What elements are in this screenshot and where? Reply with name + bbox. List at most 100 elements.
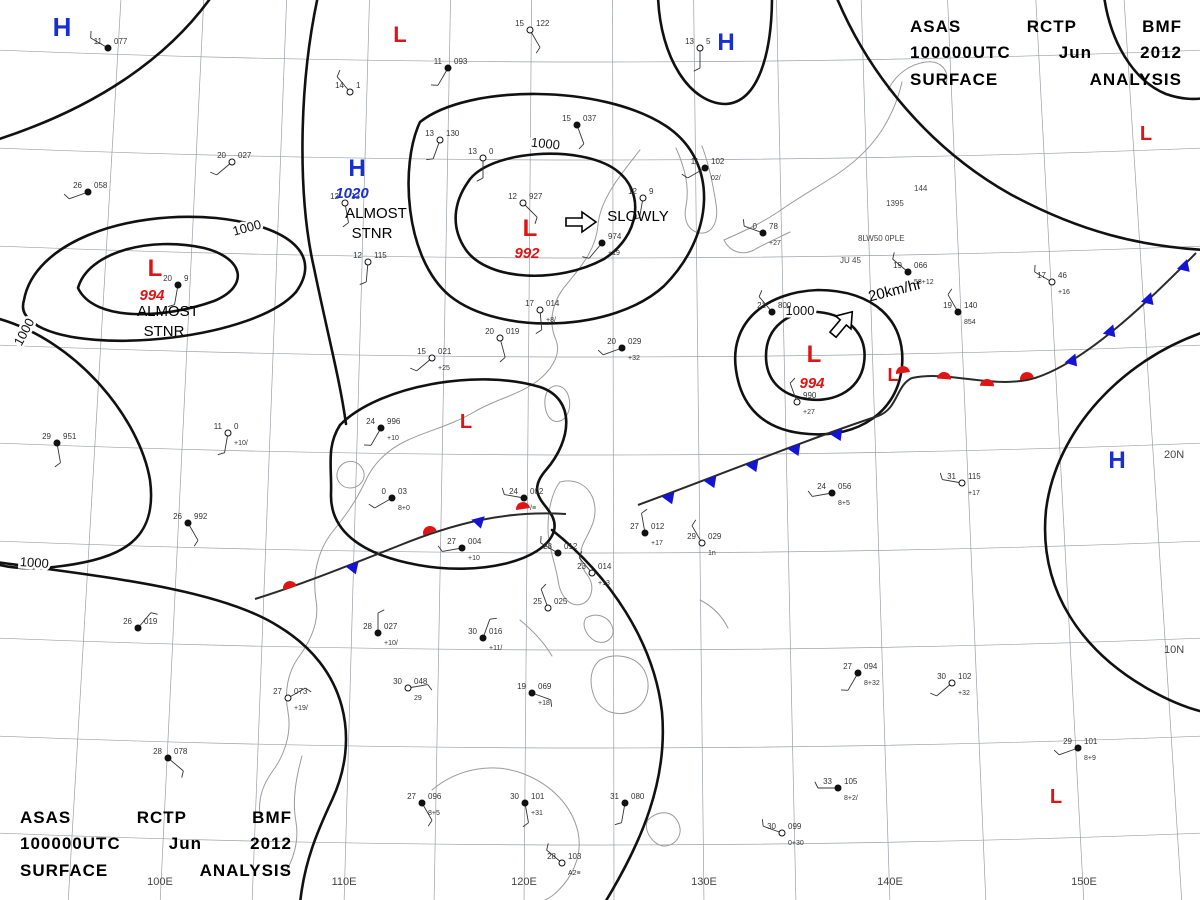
station-temp: 30 — [393, 677, 402, 686]
parallel-line — [0, 540, 1200, 554]
station-temp: 33 — [823, 777, 832, 786]
station-circle-icon — [444, 64, 452, 72]
station-extra: +27 — [803, 409, 815, 416]
station-plot: 15 122 — [515, 19, 550, 54]
wind-barb-tick — [632, 217, 640, 221]
station-temp: 20 — [485, 327, 494, 336]
station-extra: 58+12 — [914, 279, 934, 286]
station-temp: 20 — [607, 337, 616, 346]
station-temp: 12 — [353, 251, 362, 260]
station-pressure: 102 — [711, 157, 725, 166]
wind-barb-tick — [578, 551, 583, 558]
motion-annotation: SLOWLY — [607, 208, 668, 225]
isobar — [329, 378, 568, 571]
station-circle-icon — [696, 44, 704, 52]
isobar — [550, 528, 665, 900]
station-pressure: 002 — [530, 487, 544, 496]
station-plot: 23 014 +13 — [577, 551, 612, 587]
ship-code-text: 8LW50 0PLE — [858, 234, 905, 243]
station-pressure: 019 — [144, 617, 158, 626]
station-extra: +19/ — [294, 705, 308, 712]
station-temp: 29 — [687, 532, 696, 541]
station-temp: 11 — [691, 157, 700, 166]
station-circle-icon — [404, 684, 412, 692]
wind-barb-tick — [892, 252, 895, 260]
wind-barb-tick — [210, 171, 217, 176]
warm-front-semicircle-icon — [937, 372, 951, 380]
station-pressure: 019 — [506, 327, 520, 336]
title-line-type: SURFACE ANALYSIS — [20, 860, 292, 880]
station-pressure: 069 — [538, 682, 552, 691]
station-circle-icon — [228, 158, 236, 166]
station-plot: 26 019 — [123, 612, 158, 632]
station-pressure: 974 — [608, 232, 622, 241]
station-pressure: 101 — [1084, 737, 1098, 746]
station-temp: 27 — [843, 662, 852, 671]
station-temp: 17 — [1037, 271, 1046, 280]
station-pressure: 101 — [531, 792, 545, 801]
cold-front-triangle-icon — [829, 428, 843, 441]
wind-barb-tick — [582, 256, 590, 259]
station-pressure: 103 — [568, 852, 582, 861]
station-extra: +31 — [531, 810, 543, 817]
wind-barb-tick — [534, 217, 538, 224]
station-pressure: 058 — [94, 181, 108, 190]
meridian-line — [612, 0, 615, 900]
station-pressure: 014 — [546, 299, 560, 308]
station-temp: 27 — [273, 687, 282, 696]
latitude-label: 20N — [1164, 449, 1184, 461]
coastline — [699, 599, 729, 629]
station-circle-icon — [573, 121, 581, 129]
low-pressure-symbol: L — [807, 341, 822, 368]
station-temp: 31 — [610, 792, 619, 801]
station-temp: 15 — [417, 347, 426, 356]
station-plot: 28 012 — [540, 535, 578, 557]
wind-barb-tick — [501, 487, 505, 495]
wind-barb-tick — [150, 612, 158, 615]
wind-barb-tick — [947, 288, 953, 295]
wind-barb-tick — [489, 617, 497, 620]
station-circle-icon — [528, 689, 536, 697]
station-extra: 8+9 — [1084, 755, 1096, 762]
wind-barb-tick — [181, 770, 184, 778]
station-pressure: 073 — [294, 687, 308, 696]
latitude-label: 10N — [1164, 644, 1184, 656]
longitude-label: 130E — [691, 876, 717, 888]
station-plot: 31 115 +17 — [939, 472, 981, 497]
station-circle-icon — [84, 188, 92, 196]
station-extra: /≡ — [530, 505, 536, 512]
station-plot: 19 069 +18 — [517, 682, 553, 707]
station-temp: 28 — [547, 852, 556, 861]
wind-barb-tick — [930, 692, 937, 697]
low-pressure-symbol: L — [148, 255, 163, 282]
station-temp: 13 — [685, 37, 694, 46]
station-extra: 8+2/ — [844, 795, 858, 802]
station-plot: 19 140 854 — [943, 288, 978, 326]
station-temp: 28 — [363, 622, 372, 631]
station-temp: 0 — [753, 222, 758, 231]
station-circle-icon — [554, 549, 562, 557]
station-plot: 28 078 — [153, 747, 188, 778]
station-circle-icon — [621, 799, 629, 807]
station-temp: 11 — [434, 57, 443, 66]
ship-code-text: JU 45 — [840, 256, 861, 265]
station-plot: 12 927 — [508, 192, 543, 224]
wind-barb-tick — [305, 687, 312, 693]
station-extra: +32 — [958, 690, 970, 697]
station-pressure: 1 — [356, 81, 361, 90]
warm-front-semicircle-icon — [423, 526, 437, 536]
station-circle-icon — [641, 529, 649, 537]
station-temp: 31 — [947, 472, 956, 481]
station-pressure: 102 — [958, 672, 972, 681]
station-temp: 12 — [330, 192, 339, 201]
station-plot: 20 029 +32 — [597, 337, 642, 362]
station-pressure: 992 — [194, 512, 208, 521]
isobar — [0, 317, 153, 570]
station-circle-icon — [954, 308, 962, 316]
station-plot: 13 0 — [468, 147, 494, 182]
station-temp: 26 — [173, 512, 182, 521]
station-plot: 29 101 8+9 — [1053, 737, 1098, 762]
station-circle-icon — [854, 669, 862, 677]
station-temp: 13 — [425, 129, 434, 138]
